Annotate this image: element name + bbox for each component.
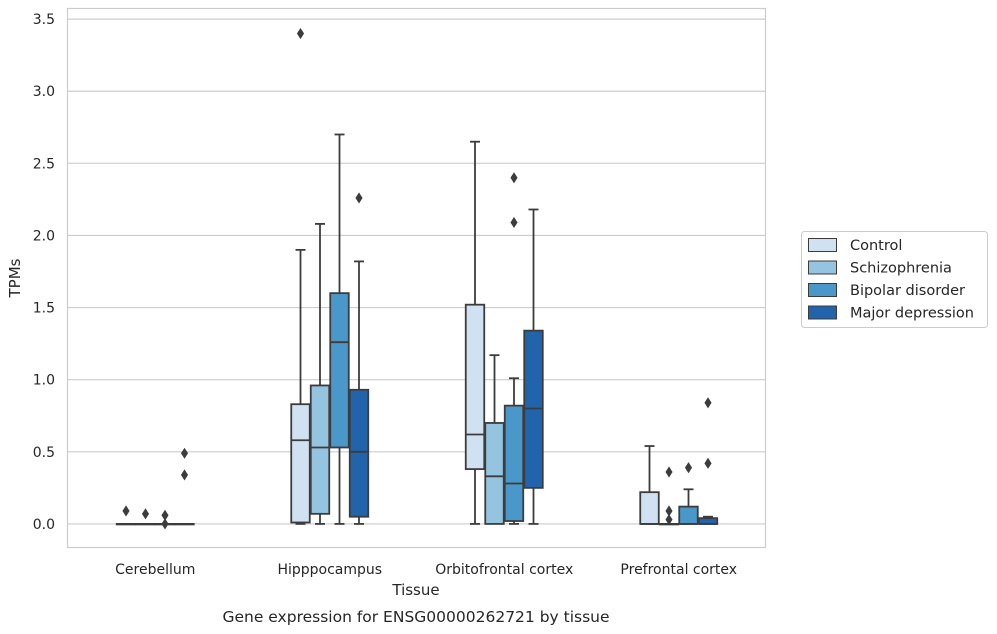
outlier-point [510, 172, 518, 184]
outlier-point [141, 508, 150, 520]
y-tick-label: 0.0 [33, 517, 55, 533]
legend-swatch [808, 238, 837, 252]
legend-swatch [808, 283, 837, 297]
x-tick-label: Hipppocampus [277, 562, 382, 578]
outlier-point [510, 216, 518, 229]
box-body [348, 388, 370, 518]
outlier-point [665, 514, 673, 526]
y-tick-label: 0.5 [33, 445, 55, 461]
box-1-0 [135, 508, 156, 526]
box-0-2 [464, 140, 486, 525]
x-tick-label: Cerebellum [115, 562, 195, 578]
y-tick-label: 2.5 [33, 156, 55, 172]
y-tick-label: 2.0 [33, 228, 55, 244]
outlier-point [180, 469, 189, 481]
y-axis-label: TPMs [6, 258, 24, 298]
box-0-1 [290, 27, 311, 525]
box-body [329, 292, 350, 449]
box-body [484, 422, 505, 525]
x-tick-label: Orbitofrontal cortex [435, 562, 573, 578]
y-tick-label: 1.0 [33, 373, 55, 389]
box-3-1 [348, 192, 370, 525]
legend-label: Control [850, 238, 902, 254]
box-body [639, 491, 660, 525]
legend: Control Schizophrenia Bipolar disorder Majo… [801, 231, 988, 328]
legend-label: Major depression [850, 306, 974, 322]
outlier-point [704, 397, 712, 409]
box-3-3 [697, 397, 719, 525]
box-2-3 [678, 462, 699, 525]
outlier-point [161, 518, 169, 530]
y-tick-labels: 0.0 0.5 1.0 1.5 2.0 2.5 3.0 3.5 [33, 12, 55, 533]
outlier-point [296, 27, 305, 40]
box-3-2 [523, 208, 544, 525]
box-3-0 [174, 447, 195, 526]
outlier-point [665, 466, 673, 478]
box-1-2 [484, 354, 505, 525]
box-body [464, 303, 486, 471]
box-body [678, 505, 699, 525]
box-1-1 [309, 223, 331, 525]
box-2-0 [154, 509, 176, 530]
y-tick-label: 1.5 [33, 301, 55, 317]
legend-label: Bipolar disorder [850, 283, 965, 299]
outlier-point [704, 457, 712, 469]
box-0-3 [639, 445, 660, 525]
x-axis-label: Tissue [391, 581, 439, 599]
legend-swatch [808, 260, 837, 275]
box-2-1 [329, 133, 350, 525]
box-body [503, 404, 525, 522]
box-body [290, 403, 311, 524]
plot-frame [66, 7, 767, 549]
outlier-point [180, 447, 189, 459]
legend-frame [801, 231, 988, 328]
y-tick-label: 3.5 [33, 12, 55, 28]
legend-label: Schizophrenia [850, 261, 952, 277]
x-tick-labels: Cerebellum Hipppocampus Orbitofrontal cort… [115, 562, 737, 578]
x-tick-label: Prefrontal cortex [620, 562, 737, 578]
box-1-3 [658, 466, 680, 526]
plot-boxes [115, 27, 719, 530]
grid-lines [68, 18, 766, 525]
y-tick-label: 3.0 [33, 84, 55, 100]
outlier-point [122, 505, 130, 517]
box-body [309, 384, 331, 515]
outlier-point [684, 462, 693, 474]
chart-caption: Gene expression for ENSG00000262721 by t… [222, 608, 609, 626]
box-2-2 [503, 172, 525, 525]
legend-swatch [808, 305, 837, 320]
box-0-0 [115, 505, 137, 526]
outlier-point [355, 192, 363, 204]
